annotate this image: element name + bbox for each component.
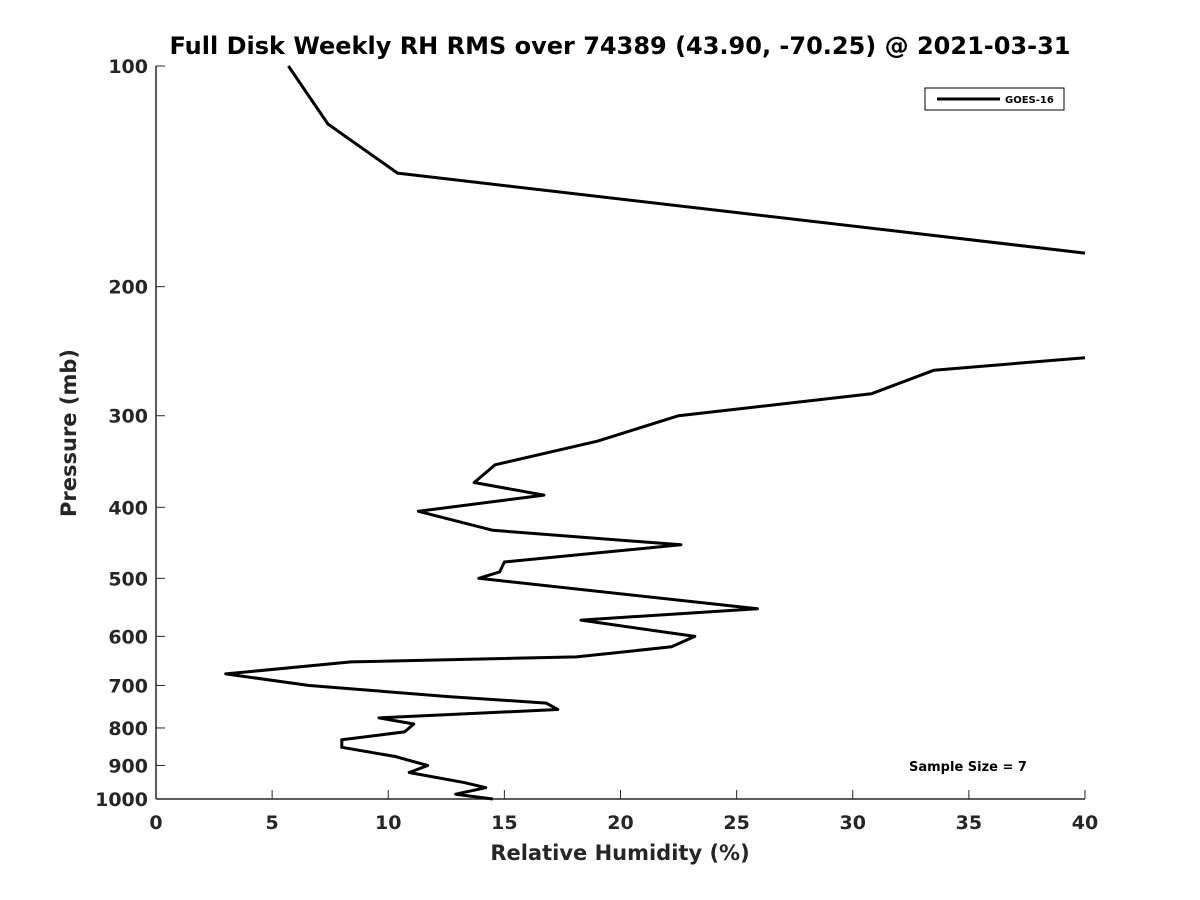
x-tick-label: 40 [1072, 812, 1098, 834]
sample-size-annotation: Sample Size = 7 [909, 760, 1027, 775]
y-tick-label: 300 [108, 406, 148, 428]
x-tick-label: 5 [266, 812, 279, 834]
x-tick-label: 0 [149, 812, 162, 834]
y-tick-label: 1000 [95, 789, 148, 811]
legend: GOES-16 [924, 87, 1065, 111]
chart-title: Full Disk Weekly RH RMS over 74389 (43.9… [169, 32, 1070, 60]
x-tick-label: 10 [375, 812, 401, 834]
y-tick-label: 200 [108, 277, 148, 299]
y-tick-label: 400 [108, 497, 148, 519]
x-tick-label: 25 [723, 812, 749, 834]
y-tick-label: 600 [108, 626, 148, 648]
y-tick-label: 900 [108, 755, 148, 777]
x-tick-label: 30 [840, 812, 866, 834]
x-tick-label: 35 [956, 812, 982, 834]
y-tick-label: 700 [108, 675, 148, 697]
y-tick-label: 800 [108, 718, 148, 740]
x-axis-label: Relative Humidity (%) [490, 841, 749, 865]
legend-entry-goes-16: GOES-16 [1005, 95, 1054, 106]
y-axis-label: Pressure (mb) [57, 349, 81, 517]
series-layer [224, 65, 1086, 801]
series-line-goes-16-segment-1 [287, 65, 1086, 255]
x-tick-label: 15 [491, 812, 517, 834]
y-tick-label: 500 [108, 568, 148, 590]
series-line-goes-16-segment-2 [224, 356, 1086, 801]
x-tick-label: 20 [607, 812, 633, 834]
y-tick-label: 100 [108, 56, 148, 78]
plot-axes: 0 5 10 15 20 25 30 35 40 100 200 300 400 500 600 700 800… [95, 56, 1098, 834]
